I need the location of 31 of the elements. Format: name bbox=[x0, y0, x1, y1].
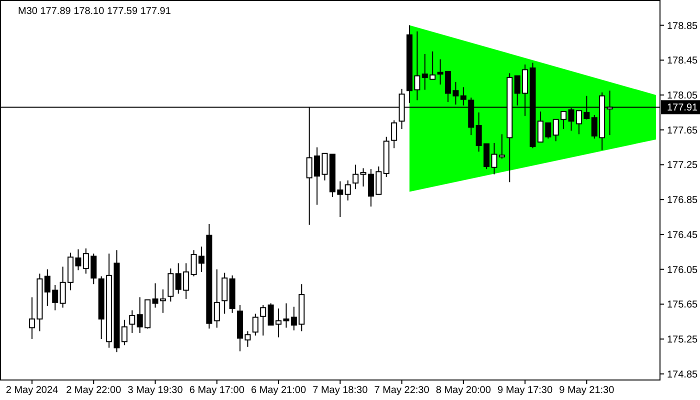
x-tick-label: 9 May 21:30 bbox=[559, 385, 615, 396]
candlestick bbox=[214, 268, 220, 328]
candlestick bbox=[222, 272, 228, 314]
y-tick-label: 178.85 bbox=[667, 20, 698, 32]
x-tick-label: 3 May 19:30 bbox=[128, 385, 184, 396]
ref-line-label: 177.91 bbox=[667, 102, 698, 114]
y-tick-label: 177.25 bbox=[667, 160, 698, 172]
x-tick-label: 6 May 21:00 bbox=[250, 385, 306, 396]
y-tick-label: 175.65 bbox=[667, 300, 698, 311]
x-tick-label: 2 May 22:00 bbox=[66, 385, 122, 396]
x-tick-label: 8 May 20:00 bbox=[436, 385, 492, 396]
y-tick-label: 177.65 bbox=[667, 125, 698, 136]
y-tick-label: 174.85 bbox=[667, 369, 698, 380]
text: M30 177.89 178.10 177.59 177.91 bbox=[18, 6, 172, 17]
candlestick bbox=[129, 310, 136, 334]
x-tick-label: 7 May 18:30 bbox=[312, 385, 368, 396]
candlestick bbox=[168, 268, 174, 302]
candlestick bbox=[498, 134, 505, 160]
x-tick-label: 7 May 22:30 bbox=[374, 385, 430, 396]
x-tick-label: 6 May 17:00 bbox=[189, 385, 245, 396]
candlestick bbox=[352, 164, 359, 190]
y-tick-label: 176.85 bbox=[667, 195, 698, 206]
y-tick-label: 178.45 bbox=[667, 56, 698, 67]
y-tick-label: 176.45 bbox=[667, 230, 698, 241]
x-tick-label: 9 May 17:30 bbox=[498, 385, 553, 396]
y-tick-label: 178.05 bbox=[667, 90, 698, 102]
candlestick bbox=[344, 180, 351, 201]
y-tick-label: 175.25 bbox=[667, 334, 698, 346]
x-tick-label: 2 May 2024 bbox=[6, 385, 59, 396]
candlestick bbox=[121, 319, 128, 346]
y-tick-label: 176.05 bbox=[667, 264, 698, 276]
